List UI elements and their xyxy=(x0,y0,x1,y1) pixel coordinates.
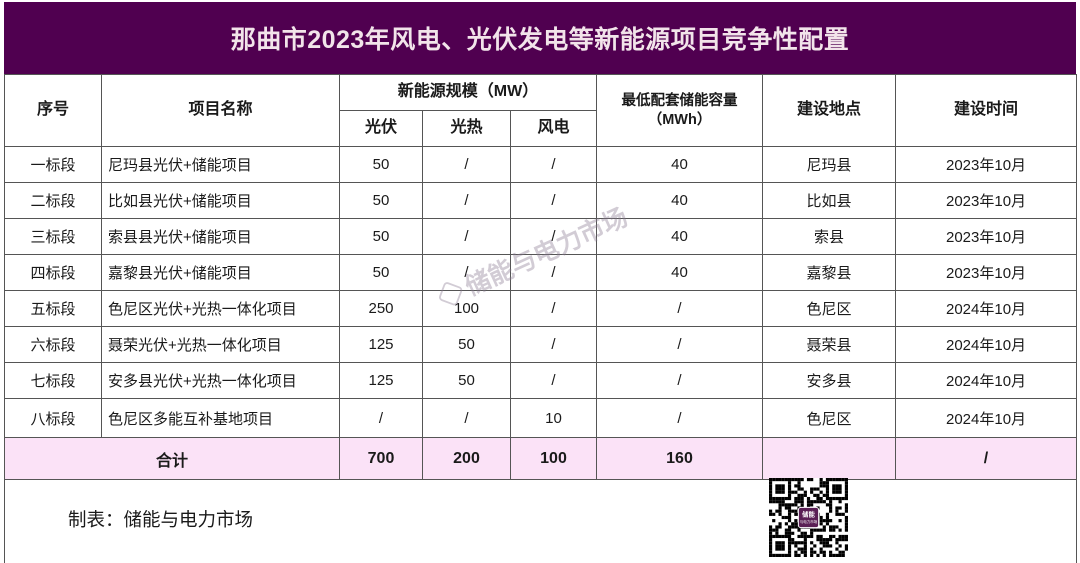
svg-text:储能: 储能 xyxy=(801,510,815,519)
svg-text:与电力市场: 与电力市场 xyxy=(800,519,818,524)
